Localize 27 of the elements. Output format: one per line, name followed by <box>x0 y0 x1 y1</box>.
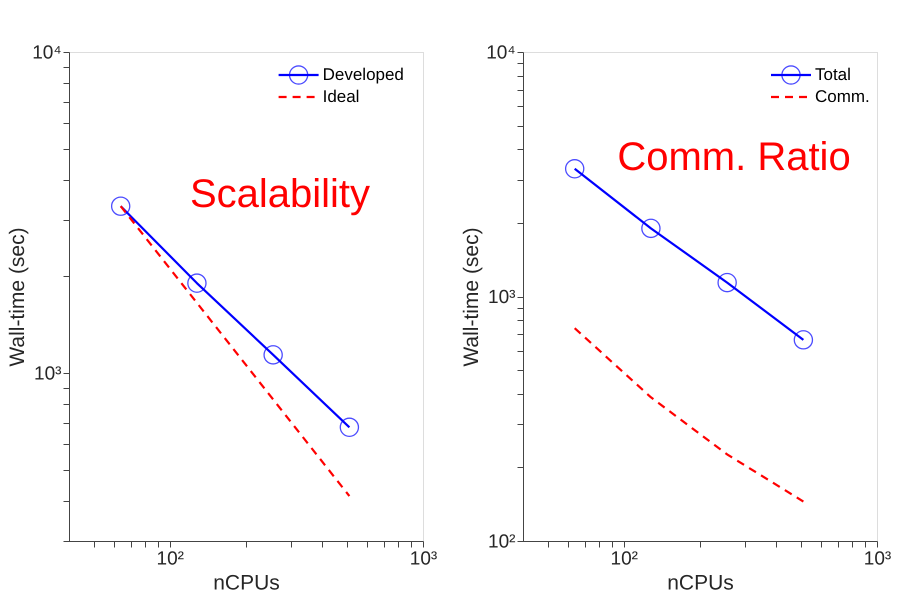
x-tick-label: 10² <box>156 548 184 570</box>
point <box>187 273 207 293</box>
annotation: Comm. Ratio <box>617 135 851 179</box>
x-axis-title: nCPUs <box>667 572 734 594</box>
x-axis-title: nCPUs <box>213 572 280 594</box>
x-tick-label: 10³ <box>864 548 892 570</box>
y-tick-label: 10³ <box>488 287 516 308</box>
point <box>110 196 130 216</box>
point <box>340 418 360 438</box>
y-tick-label: 10⁴ <box>486 42 516 64</box>
x-tick-label: 10² <box>610 548 638 570</box>
point <box>263 345 283 365</box>
legend-label: Ideal <box>322 87 360 106</box>
x-tick-label: 10³ <box>410 548 438 570</box>
point <box>794 330 814 350</box>
y-tick-label: 10² <box>488 532 516 552</box>
y-axis-title: Wall-time (sec) <box>460 227 484 367</box>
y-tick-label: 10⁴ <box>32 42 62 64</box>
point <box>717 272 737 292</box>
point <box>641 218 661 238</box>
legend-label: Developed <box>322 65 404 84</box>
point <box>564 159 584 178</box>
y-axis-title: Wall-time (sec) <box>6 227 30 367</box>
annotation: Scalability <box>190 172 370 216</box>
legend-label: Comm. <box>815 87 870 106</box>
line-series <box>574 327 804 503</box>
legend-label: Total <box>815 65 851 84</box>
